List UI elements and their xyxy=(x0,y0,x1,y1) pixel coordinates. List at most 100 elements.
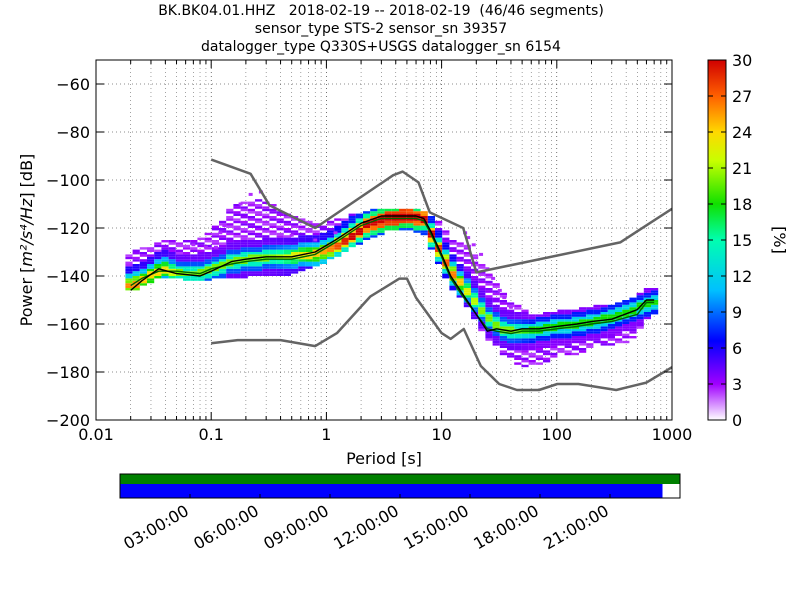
psd-cell xyxy=(607,314,616,317)
psd-cell xyxy=(276,254,284,257)
psd-cell xyxy=(579,312,587,315)
psd-cell xyxy=(211,271,220,274)
psd-cell xyxy=(485,328,493,332)
psd-cell xyxy=(427,240,436,243)
psd-cell xyxy=(269,261,277,264)
psd-cell xyxy=(622,304,630,308)
psd-cell xyxy=(319,225,328,228)
psd-cell xyxy=(471,307,479,310)
psd-cell xyxy=(463,280,472,284)
psd-cell xyxy=(211,252,220,255)
psd-cell xyxy=(499,350,508,353)
psd-cell xyxy=(211,254,220,257)
psd-cell xyxy=(600,312,608,315)
grid-lines xyxy=(95,60,672,421)
psd-cell xyxy=(543,338,551,341)
psd-cell xyxy=(276,271,284,274)
psd-cell xyxy=(442,259,450,262)
psd-cell xyxy=(240,271,248,274)
psd-cell xyxy=(190,254,198,257)
psd-cell xyxy=(564,352,572,356)
psd-cell xyxy=(247,218,256,221)
psd-cell xyxy=(471,290,479,293)
psd-cell xyxy=(348,223,356,226)
psd-cell xyxy=(435,259,443,262)
psd-cell xyxy=(492,338,500,341)
psd-cell xyxy=(622,309,630,312)
psd-cell xyxy=(463,297,472,300)
psd-cell xyxy=(247,273,256,276)
psd-cell xyxy=(190,268,198,272)
psd-cell xyxy=(175,256,184,260)
psd-cell xyxy=(485,290,493,293)
psd-cell xyxy=(319,235,328,238)
psd-cell xyxy=(305,237,313,240)
y-tick-label: −140 xyxy=(46,267,90,286)
psd-cell xyxy=(211,256,220,260)
psd-cell xyxy=(219,230,227,233)
psd-cell xyxy=(370,216,378,219)
psd-cell xyxy=(391,228,400,231)
psd-cell xyxy=(607,312,616,315)
psd-cell xyxy=(471,302,479,305)
psd-cell xyxy=(319,242,328,245)
psd-cell xyxy=(190,259,198,262)
noise-model-low xyxy=(211,277,672,392)
psd-cell xyxy=(485,321,493,324)
psd-cell xyxy=(132,268,140,272)
psd-cell xyxy=(327,230,335,233)
psd-cell xyxy=(370,223,378,226)
psd-cell xyxy=(168,242,176,245)
psd-cell xyxy=(305,230,313,233)
psd-cell xyxy=(406,220,414,224)
psd-cell xyxy=(521,314,529,317)
psd-cell xyxy=(125,264,133,267)
psd-cell xyxy=(197,264,205,267)
psd-cell xyxy=(651,309,659,312)
psd-cell xyxy=(240,201,248,204)
psd-cell xyxy=(449,247,457,250)
x-tick-label: 0.01 xyxy=(78,425,114,444)
psd-cell xyxy=(183,244,191,248)
psd-cell xyxy=(255,206,263,209)
psd-cell xyxy=(442,232,450,236)
psd-cell xyxy=(427,216,436,219)
psd-cell xyxy=(233,256,241,260)
psd-cell xyxy=(168,252,176,255)
psd-cell xyxy=(543,336,551,339)
psd-cell xyxy=(499,300,508,303)
psd-cell xyxy=(485,326,493,329)
psd-cell xyxy=(391,218,400,221)
psd-cell xyxy=(319,256,328,260)
psd-cell xyxy=(276,256,284,260)
psd-cell xyxy=(442,237,450,240)
psd-cell xyxy=(449,288,457,291)
psd-cell xyxy=(521,350,529,353)
psd-cell xyxy=(147,278,155,281)
psd-cell xyxy=(550,352,558,356)
psd-cell xyxy=(492,333,500,336)
psd-cell xyxy=(615,326,623,329)
psd-cell xyxy=(507,352,515,356)
psd-cell xyxy=(370,218,378,221)
psd-cell xyxy=(564,312,572,315)
psd-cell xyxy=(413,223,421,226)
psd-cell xyxy=(478,312,486,315)
psd-cell xyxy=(319,252,328,255)
psd-cell xyxy=(514,355,522,358)
psd-cell xyxy=(197,259,205,262)
psd-cell xyxy=(327,237,335,240)
psd-cell xyxy=(471,276,479,279)
psd-cell xyxy=(132,259,140,262)
psd-cell xyxy=(348,220,356,224)
psd-cell xyxy=(478,295,486,298)
psd-cell xyxy=(161,256,169,260)
psd-cell xyxy=(449,240,457,243)
psd-cell xyxy=(226,276,234,279)
psd-cell xyxy=(255,218,263,221)
psd-cell xyxy=(564,331,572,334)
psd-cell xyxy=(363,225,371,228)
psd-cell xyxy=(312,230,320,233)
psd-cell xyxy=(521,312,529,315)
psd-cell xyxy=(341,228,349,231)
